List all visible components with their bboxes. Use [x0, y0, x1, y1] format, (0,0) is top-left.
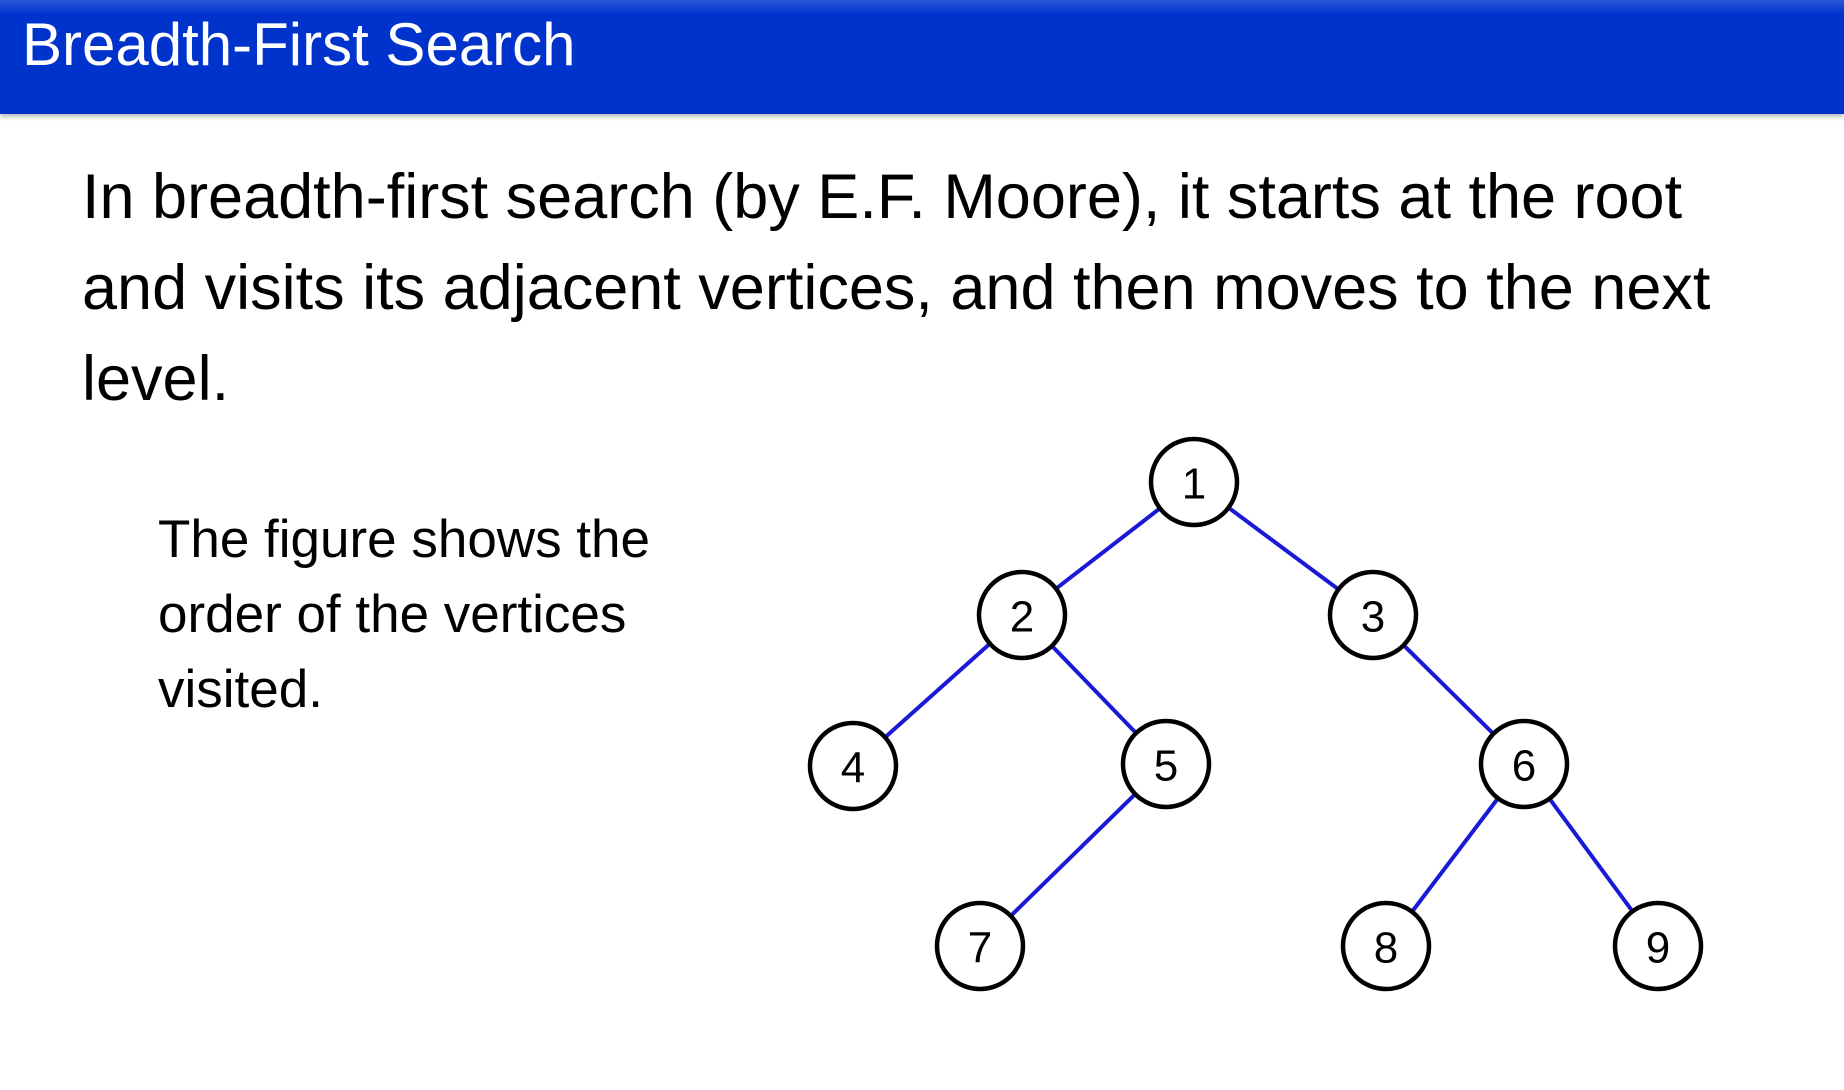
node-label: 9	[1646, 924, 1670, 973]
tree-node-1: 1	[1148, 436, 1240, 528]
edge-2-4	[883, 642, 992, 739]
node-circle	[1612, 900, 1704, 992]
node-circle	[1478, 718, 1570, 810]
tree-node-9: 9	[1612, 900, 1704, 992]
node-label: 2	[1010, 593, 1034, 642]
edge-1-3	[1227, 506, 1340, 591]
edge-2-5	[1050, 644, 1138, 735]
tree-node-3: 3	[1327, 569, 1419, 661]
tree-node-6: 6	[1478, 718, 1570, 810]
node-label: 8	[1374, 924, 1398, 973]
node-circle	[1327, 569, 1419, 661]
node-circle	[1120, 718, 1212, 810]
edge-5-7	[1009, 792, 1137, 918]
edge-6-9	[1547, 797, 1635, 913]
title-bar: Breadth-First Search	[0, 0, 1844, 114]
tree-node-8: 8	[1340, 900, 1432, 992]
node-label: 3	[1361, 593, 1385, 642]
edge-1-2	[1054, 506, 1162, 591]
node-circle	[934, 900, 1026, 992]
edge-3-6	[1402, 643, 1495, 736]
node-circle	[976, 569, 1068, 661]
node-label: 5	[1154, 742, 1178, 791]
node-circle	[1148, 436, 1240, 528]
body-paragraph: In breadth-first search (by E.F. Moore),…	[82, 162, 1711, 414]
tree-node-2: 2	[976, 569, 1068, 661]
node-label: 6	[1512, 742, 1536, 791]
node-label: 1	[1182, 460, 1206, 509]
edge-6-8	[1410, 797, 1500, 913]
slide-title: Breadth-First Search	[22, 11, 576, 78]
node-circle	[1340, 900, 1432, 992]
tree-node-4: 4	[807, 720, 899, 812]
node-circle	[807, 720, 899, 812]
tree-edges	[883, 506, 1635, 918]
tree-node-5: 5	[1120, 718, 1212, 810]
figure-caption: The figure shows the order of the vertic…	[158, 510, 650, 719]
node-label: 7	[968, 924, 992, 973]
node-label: 4	[841, 744, 865, 793]
tree-node-7: 7	[934, 900, 1026, 992]
tree-nodes: 1 2 3 4 5 6 7 8 9	[807, 436, 1704, 992]
